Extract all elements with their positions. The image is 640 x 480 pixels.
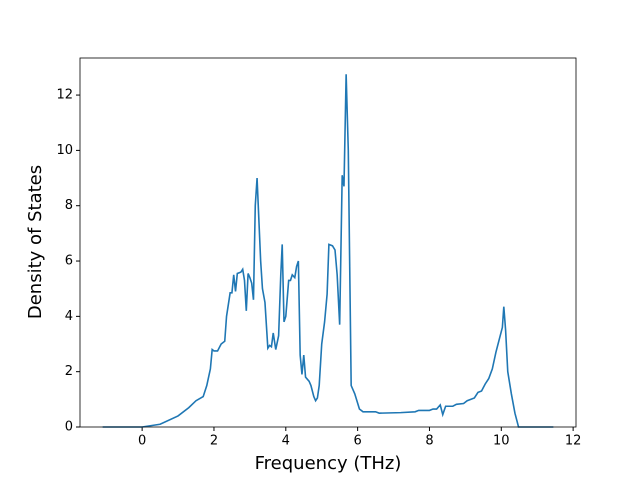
x-tick-label: 12: [565, 434, 582, 449]
line: [102, 74, 554, 428]
y-tick-label: 10: [56, 143, 73, 158]
y-axis-label: Density of States: [25, 165, 46, 319]
x-tick-label: 0: [138, 434, 146, 449]
y-tick-label: 2: [65, 364, 73, 379]
x-tick-label: 6: [353, 434, 361, 449]
x-tick-label: 8: [425, 434, 433, 449]
x-tick-label: 10: [493, 434, 510, 449]
x-tick-label: 4: [282, 434, 290, 449]
y-tick-label: 12: [56, 88, 73, 103]
plot-frame: [79, 57, 577, 428]
y-tick-label: 4: [65, 309, 73, 324]
y-tick-label: 6: [65, 254, 73, 269]
x-axis-label: Frequency (THz): [255, 453, 402, 474]
y-tick-label: 8: [65, 198, 73, 213]
x-tick-label: 2: [210, 434, 218, 449]
y-tick-label: 0: [65, 420, 73, 435]
